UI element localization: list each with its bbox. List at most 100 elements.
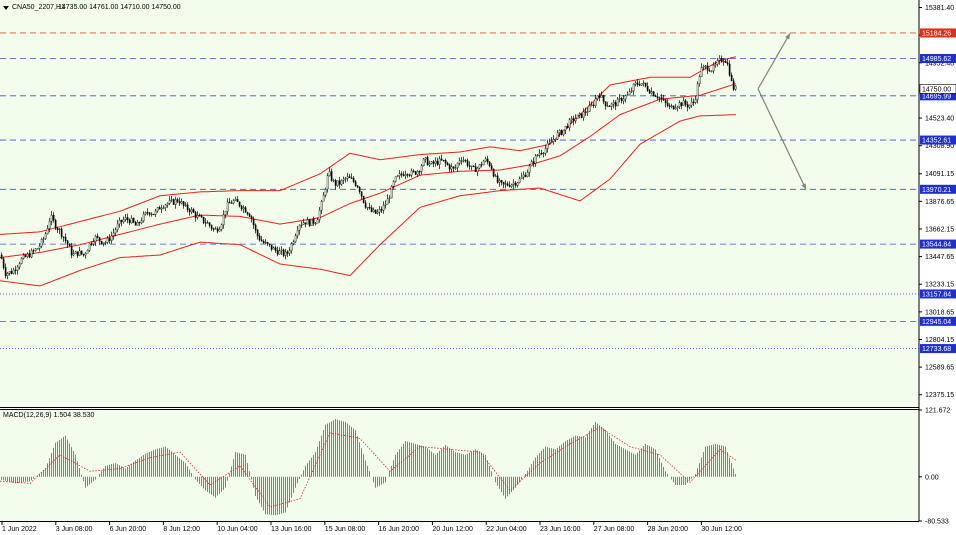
price-tick-label: 14308.90 bbox=[925, 143, 954, 150]
candle-body bbox=[600, 95, 603, 98]
time-tick-label: 6 Jun 20:00 bbox=[110, 526, 147, 533]
candle-body bbox=[720, 58, 723, 63]
candle-body bbox=[422, 158, 425, 166]
time-axis: 1 Jun 2022 3 Jun 08:00 6 Jun 20:00 8 Jun 12… bbox=[1, 521, 742, 533]
candle-body bbox=[90, 243, 93, 245]
candle-body bbox=[538, 152, 541, 156]
candle-body bbox=[462, 160, 465, 162]
candle-body bbox=[148, 212, 151, 215]
candle-body bbox=[32, 250, 35, 252]
chart-ohlc: 14735.00 14761.00 14710.00 14750.00 bbox=[58, 4, 181, 11]
candle-body bbox=[60, 228, 63, 237]
candle-body bbox=[644, 82, 647, 87]
candle-body bbox=[552, 139, 555, 142]
level-label-box bbox=[920, 28, 956, 38]
candle-body bbox=[16, 266, 19, 271]
candle-body bbox=[718, 58, 721, 61]
candle-body bbox=[26, 253, 29, 257]
candle-body bbox=[460, 160, 463, 162]
candle-body bbox=[20, 258, 23, 264]
candle-body bbox=[100, 240, 103, 244]
candle-body bbox=[340, 180, 343, 185]
candle-body bbox=[380, 209, 383, 211]
time-tick-label: 10 Jun 04:00 bbox=[217, 526, 258, 533]
candle-body bbox=[470, 165, 473, 167]
candle-body bbox=[496, 175, 499, 183]
level-label-box bbox=[920, 184, 956, 194]
candle-body bbox=[106, 238, 109, 243]
candle-body bbox=[586, 111, 589, 113]
candle-body bbox=[80, 250, 83, 255]
candle-body bbox=[490, 165, 493, 170]
candle-body bbox=[258, 235, 261, 241]
candle-body bbox=[230, 202, 233, 205]
candle-body bbox=[524, 174, 527, 177]
candle-body bbox=[610, 103, 613, 107]
candle-body bbox=[480, 164, 483, 166]
candle-body bbox=[486, 158, 489, 163]
candle-body bbox=[304, 222, 307, 225]
candle-body bbox=[184, 204, 187, 206]
candle-body bbox=[580, 113, 583, 118]
candle-body bbox=[562, 129, 565, 135]
candle-body bbox=[596, 95, 599, 100]
candle-body bbox=[58, 228, 61, 231]
candle-body bbox=[284, 251, 287, 256]
candle-body bbox=[182, 201, 185, 206]
candle-body bbox=[608, 105, 611, 107]
candle-body bbox=[386, 198, 389, 205]
candle-body bbox=[734, 85, 737, 90]
candle-body bbox=[708, 70, 711, 72]
candle-body bbox=[418, 171, 421, 173]
time-tick-label: 13 Jun 16:00 bbox=[271, 526, 312, 533]
candle-body bbox=[356, 185, 359, 188]
candle-body bbox=[526, 172, 529, 177]
candle-body bbox=[314, 222, 317, 225]
macd-histogram bbox=[0, 419, 737, 516]
candle-body bbox=[654, 95, 657, 97]
time-tick-label: 28 Jun 20:00 bbox=[648, 526, 689, 533]
level-label-box bbox=[920, 344, 956, 354]
candle-body bbox=[692, 101, 695, 103]
candle-body bbox=[668, 105, 671, 107]
candle-body bbox=[228, 201, 231, 204]
candle-body bbox=[308, 219, 311, 226]
candle-body bbox=[572, 118, 575, 122]
candle-body bbox=[50, 214, 53, 222]
candle-body bbox=[302, 222, 305, 225]
candle-body bbox=[698, 76, 701, 84]
candle-body bbox=[342, 178, 345, 181]
candle-body bbox=[74, 251, 77, 254]
candle-body bbox=[574, 118, 577, 122]
candle-body bbox=[334, 180, 337, 186]
candle-body bbox=[390, 186, 393, 199]
candle-body bbox=[202, 216, 205, 223]
candle-body bbox=[338, 180, 341, 185]
candle-body bbox=[618, 97, 621, 100]
candle-body bbox=[440, 158, 443, 161]
projection-arrows bbox=[757, 33, 807, 190]
candle-body bbox=[38, 245, 41, 249]
candle-body bbox=[344, 178, 347, 180]
macd-tick-label: 0.00 bbox=[925, 474, 939, 481]
candle-body bbox=[122, 219, 125, 223]
candle-body bbox=[626, 94, 629, 96]
candle-body bbox=[716, 60, 719, 65]
price-tick-label: 13876.65 bbox=[925, 199, 954, 206]
candle-body bbox=[696, 83, 699, 100]
candle-body bbox=[352, 177, 355, 182]
candle-body bbox=[134, 222, 137, 226]
candle-body bbox=[530, 161, 533, 167]
level-label-box bbox=[920, 135, 956, 145]
candle-body bbox=[82, 253, 85, 256]
candle-body bbox=[206, 222, 209, 224]
candle-body bbox=[18, 263, 21, 268]
candle-body bbox=[430, 161, 433, 164]
candle-body bbox=[582, 111, 585, 118]
candle-body bbox=[360, 191, 363, 197]
menu-triangle-icon[interactable] bbox=[3, 6, 9, 10]
candle-body bbox=[514, 182, 517, 186]
candle-body bbox=[694, 99, 697, 103]
candle-body bbox=[598, 95, 601, 98]
candle-body bbox=[730, 74, 733, 81]
